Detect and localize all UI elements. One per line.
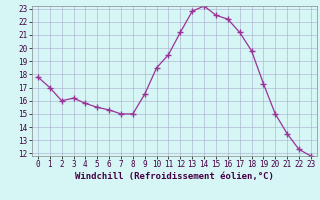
X-axis label: Windchill (Refroidissement éolien,°C): Windchill (Refroidissement éolien,°C) [75,172,274,181]
